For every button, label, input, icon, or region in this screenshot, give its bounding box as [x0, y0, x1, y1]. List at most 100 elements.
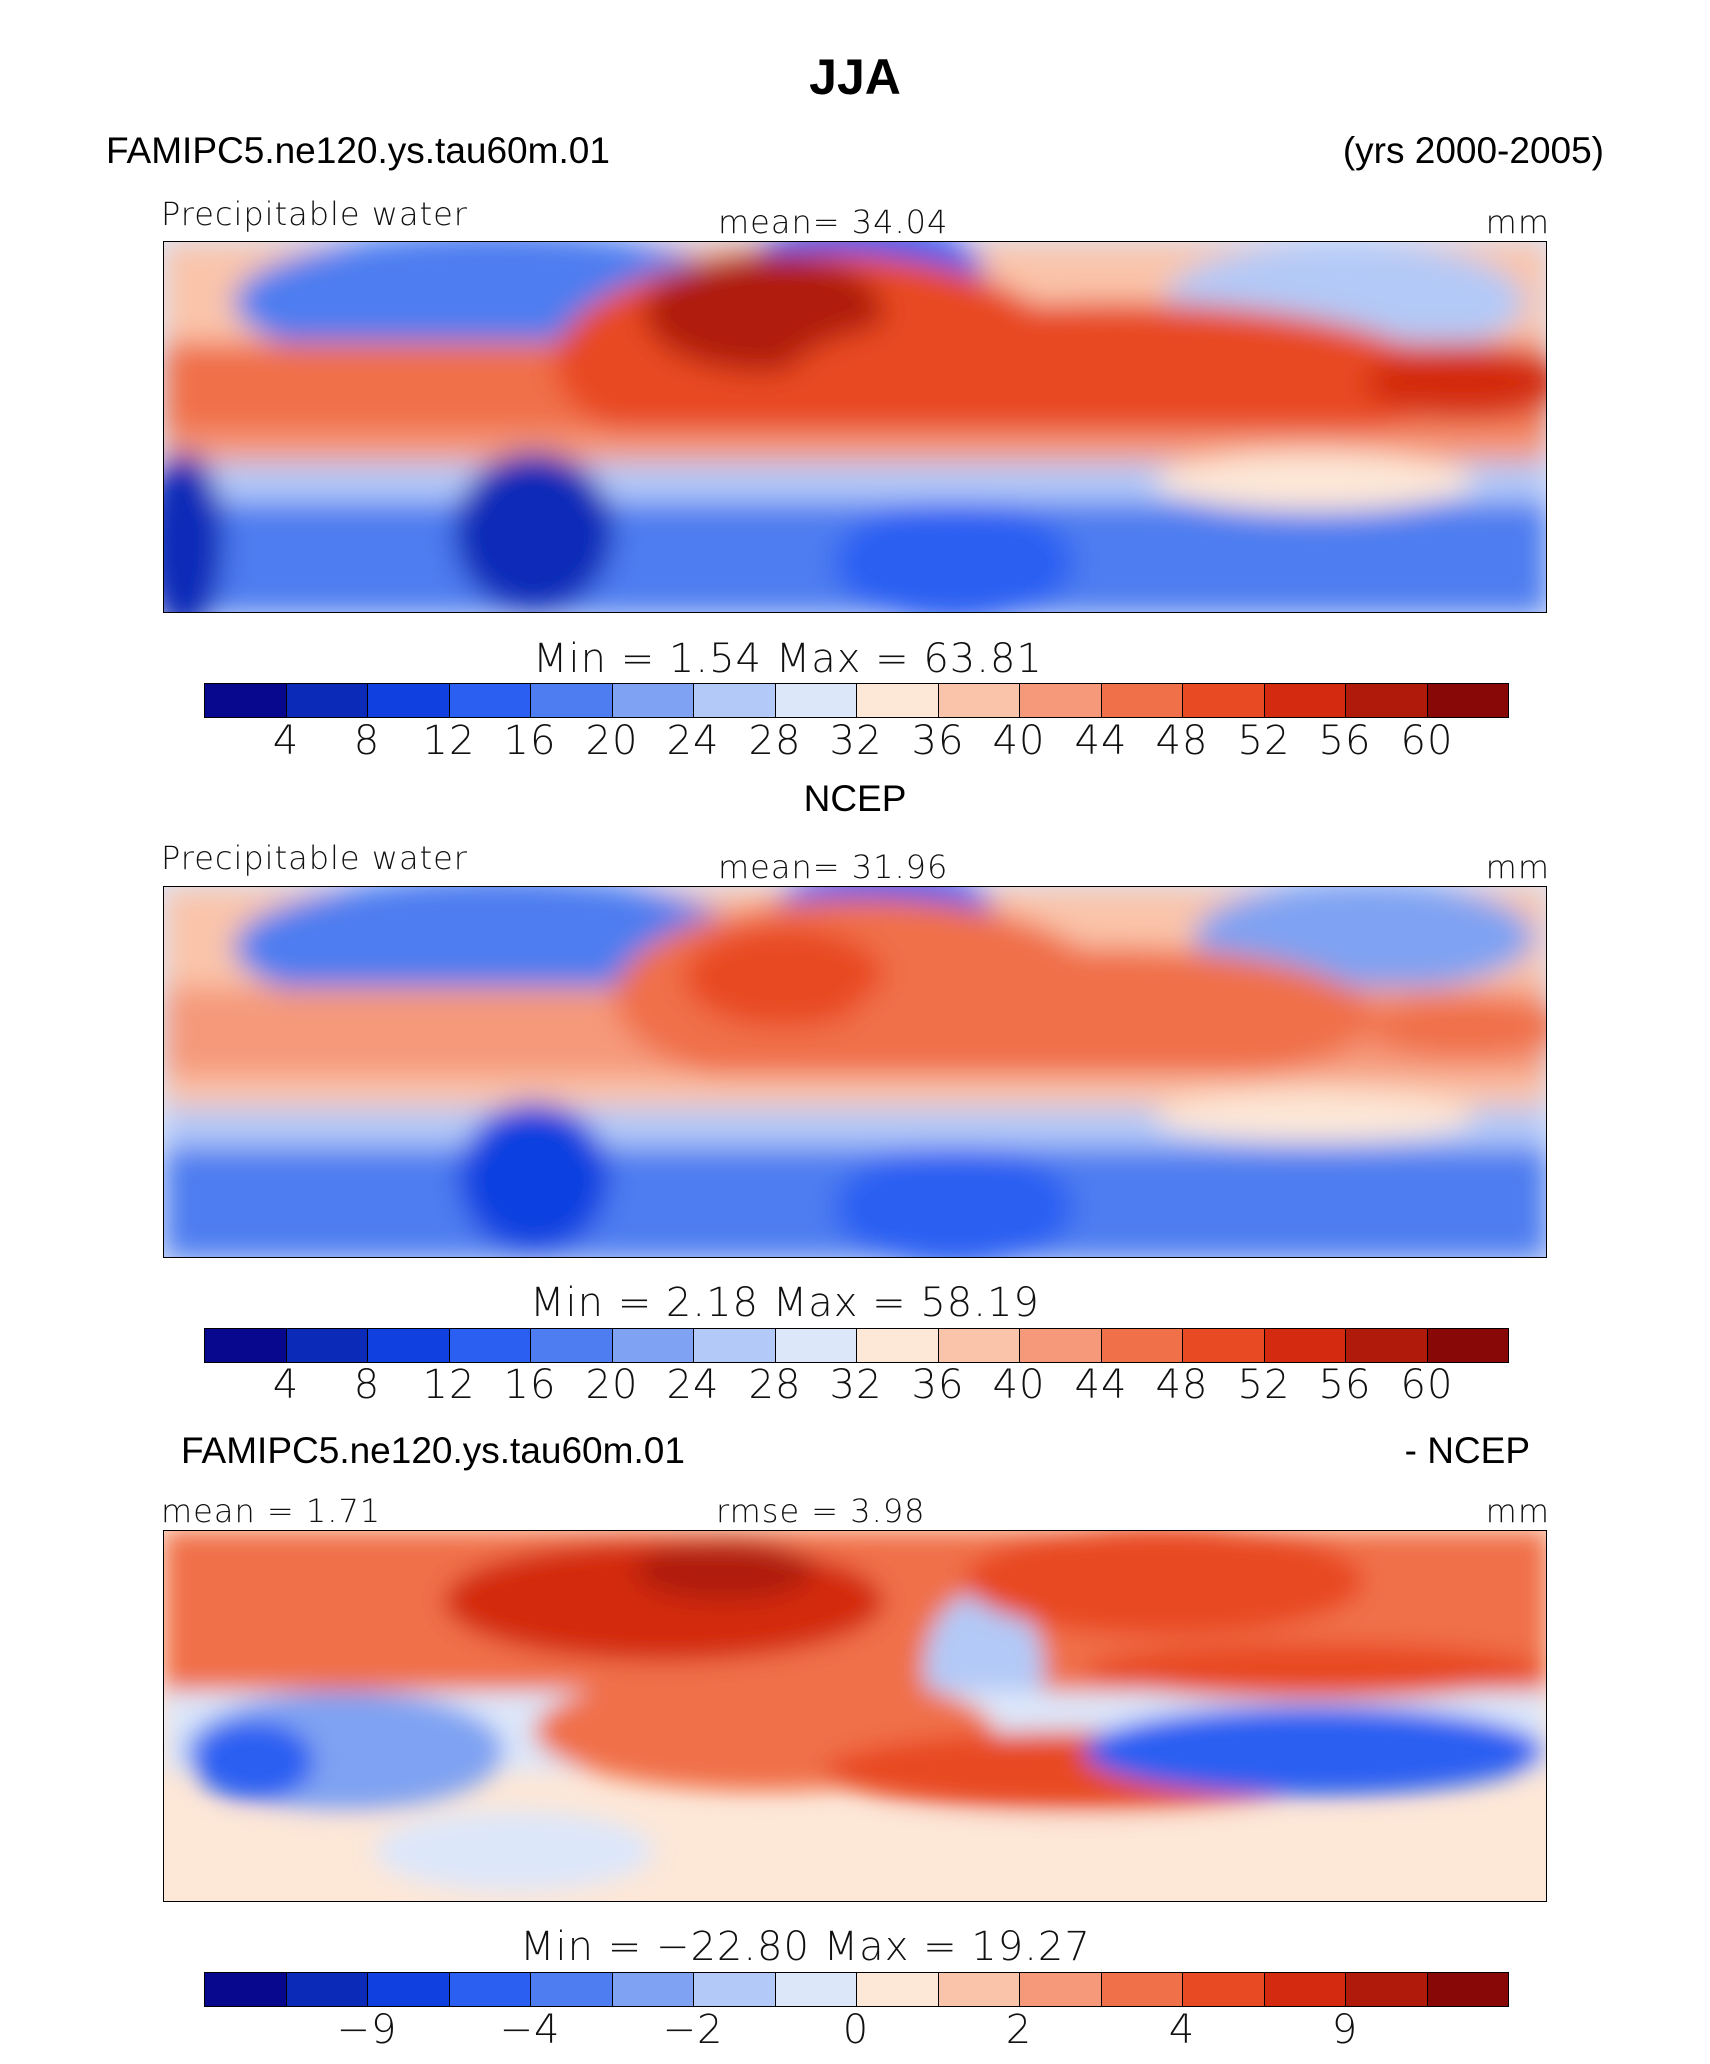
- colorbar-tick: 56: [1318, 1362, 1372, 1408]
- colorbar-swatch: [1346, 1973, 1428, 2006]
- colorbar-swatch: [1101, 1329, 1183, 1362]
- colorbar-swatch: [775, 1973, 857, 2006]
- colorbar-swatch: [286, 684, 368, 717]
- colorbar-swatch: [1101, 684, 1183, 717]
- colorbar-swatch: [286, 1329, 368, 1362]
- colorbar-tick: 40: [992, 1362, 1046, 1408]
- colorbar-swatch: [612, 1973, 694, 2006]
- colorbar-tick: 4: [272, 718, 300, 764]
- colorbar-swatch: [1264, 1329, 1346, 1362]
- bottom-header-right: - NCEP: [1404, 1430, 1530, 1471]
- colorbar-tick: 36: [911, 1362, 965, 1408]
- middle-colorbar: [204, 1328, 1509, 1363]
- top-minmax: Min = 1.54 Max = 63.81: [533, 636, 1043, 682]
- colorbar-tick: 20: [585, 1362, 639, 1408]
- colorbar-tick: 8: [353, 1362, 381, 1408]
- colorbar-tick: −4: [499, 2007, 561, 2053]
- colorbar-swatch: [368, 1329, 450, 1362]
- colorbar-tick: 9: [1331, 2007, 1359, 2053]
- colorbar-tick: 48: [1155, 1362, 1209, 1408]
- colorbar-swatch: [205, 1973, 287, 2006]
- colorbar-tick: 60: [1400, 1362, 1454, 1408]
- colorbar-swatch: [1101, 1973, 1183, 2006]
- colorbar-tick: 36: [911, 718, 965, 764]
- colorbar-swatch: [1020, 1329, 1102, 1362]
- colorbar-swatch: [938, 1329, 1020, 1362]
- bottom-mean-label: mean = 1.71: [161, 1492, 382, 1530]
- colorbar-swatch: [368, 684, 450, 717]
- bottom-units-label: mm: [1485, 1492, 1550, 1530]
- colorbar-tick: 28: [748, 1362, 802, 1408]
- colorbar-swatch: [205, 684, 287, 717]
- top-variable-label: Precipitable water: [161, 195, 468, 233]
- colorbar-tick: 52: [1237, 718, 1291, 764]
- colorbar-swatch: [694, 684, 776, 717]
- colorbar-tick: 4: [272, 1362, 300, 1408]
- top-map: [163, 241, 1547, 613]
- colorbar-tick: 44: [1074, 718, 1128, 764]
- middle-mean-label: mean= 31.96: [718, 848, 949, 886]
- colorbar-tick: 52: [1237, 1362, 1291, 1408]
- colorbar-swatch: [938, 1973, 1020, 2006]
- bottom-colorbar: [204, 1972, 1509, 2007]
- colorbar-swatch: [1427, 1329, 1508, 1362]
- colorbar-tick: 12: [422, 718, 476, 764]
- colorbar-swatch: [857, 1973, 939, 2006]
- colorbar-tick: 24: [666, 718, 720, 764]
- colorbar-tick: 8: [353, 718, 381, 764]
- colorbar-swatch: [1020, 1973, 1102, 2006]
- middle-variable-label: Precipitable water: [161, 839, 468, 877]
- colorbar-swatch: [1020, 684, 1102, 717]
- colorbar-swatch: [531, 1329, 613, 1362]
- bottom-minmax: Min = −22.80 Max = 19.27: [520, 1924, 1091, 1970]
- colorbar-swatch: [775, 1329, 857, 1362]
- colorbar-swatch: [857, 1329, 939, 1362]
- middle-map: [163, 886, 1547, 1258]
- bottom-map: [163, 1530, 1547, 1902]
- colorbar-tick: 12: [422, 1362, 476, 1408]
- case-name: FAMIPC5.ne120.ys.tau60m.01: [106, 130, 610, 171]
- colorbar-tick: 28: [748, 718, 802, 764]
- colorbar-tick: 24: [666, 1362, 720, 1408]
- years-range: (yrs 2000-2005): [1342, 130, 1604, 171]
- plot-title: JJA: [809, 49, 901, 105]
- colorbar-tick: 2: [1005, 2007, 1033, 2053]
- colorbar-tick: 16: [503, 718, 557, 764]
- colorbar-tick: 32: [829, 718, 883, 764]
- top-colorbar: [204, 683, 1509, 718]
- top-units-label: mm: [1485, 203, 1550, 241]
- colorbar-swatch: [775, 684, 857, 717]
- colorbar-tick: 20: [585, 718, 639, 764]
- colorbar-swatch: [205, 1329, 287, 1362]
- colorbar-swatch: [857, 684, 939, 717]
- colorbar-swatch: [694, 1329, 776, 1362]
- colorbar-swatch: [1264, 684, 1346, 717]
- colorbar-swatch: [1346, 684, 1428, 717]
- bottom-header-left: FAMIPC5.ne120.ys.tau60m.01: [181, 1430, 685, 1471]
- colorbar-tick: 16: [503, 1362, 557, 1408]
- colorbar-tick: 48: [1155, 718, 1209, 764]
- colorbar-swatch: [1264, 1973, 1346, 2006]
- colorbar-swatch: [938, 684, 1020, 717]
- middle-minmax: Min = 2.18 Max = 58.19: [530, 1280, 1040, 1326]
- colorbar-swatch: [531, 1973, 613, 2006]
- colorbar-tick: 4: [1168, 2007, 1196, 2053]
- colorbar-swatch: [449, 684, 531, 717]
- colorbar-swatch: [1183, 684, 1265, 717]
- colorbar-swatch: [531, 684, 613, 717]
- colorbar-swatch: [694, 1973, 776, 2006]
- colorbar-swatch: [612, 1329, 694, 1362]
- colorbar-tick: 60: [1400, 718, 1454, 764]
- colorbar-tick: 0: [842, 2007, 870, 2053]
- middle-header: NCEP: [803, 778, 907, 819]
- colorbar-swatch: [612, 684, 694, 717]
- colorbar-tick: 32: [829, 1362, 883, 1408]
- colorbar-tick: 44: [1074, 1362, 1128, 1408]
- colorbar-swatch: [1427, 1973, 1508, 2006]
- colorbar-swatch: [1427, 684, 1508, 717]
- bottom-rmse-label: rmse = 3.98: [716, 1492, 926, 1530]
- colorbar-swatch: [1183, 1973, 1265, 2006]
- colorbar-tick: 40: [992, 718, 1046, 764]
- colorbar-swatch: [286, 1973, 368, 2006]
- colorbar-swatch: [449, 1329, 531, 1362]
